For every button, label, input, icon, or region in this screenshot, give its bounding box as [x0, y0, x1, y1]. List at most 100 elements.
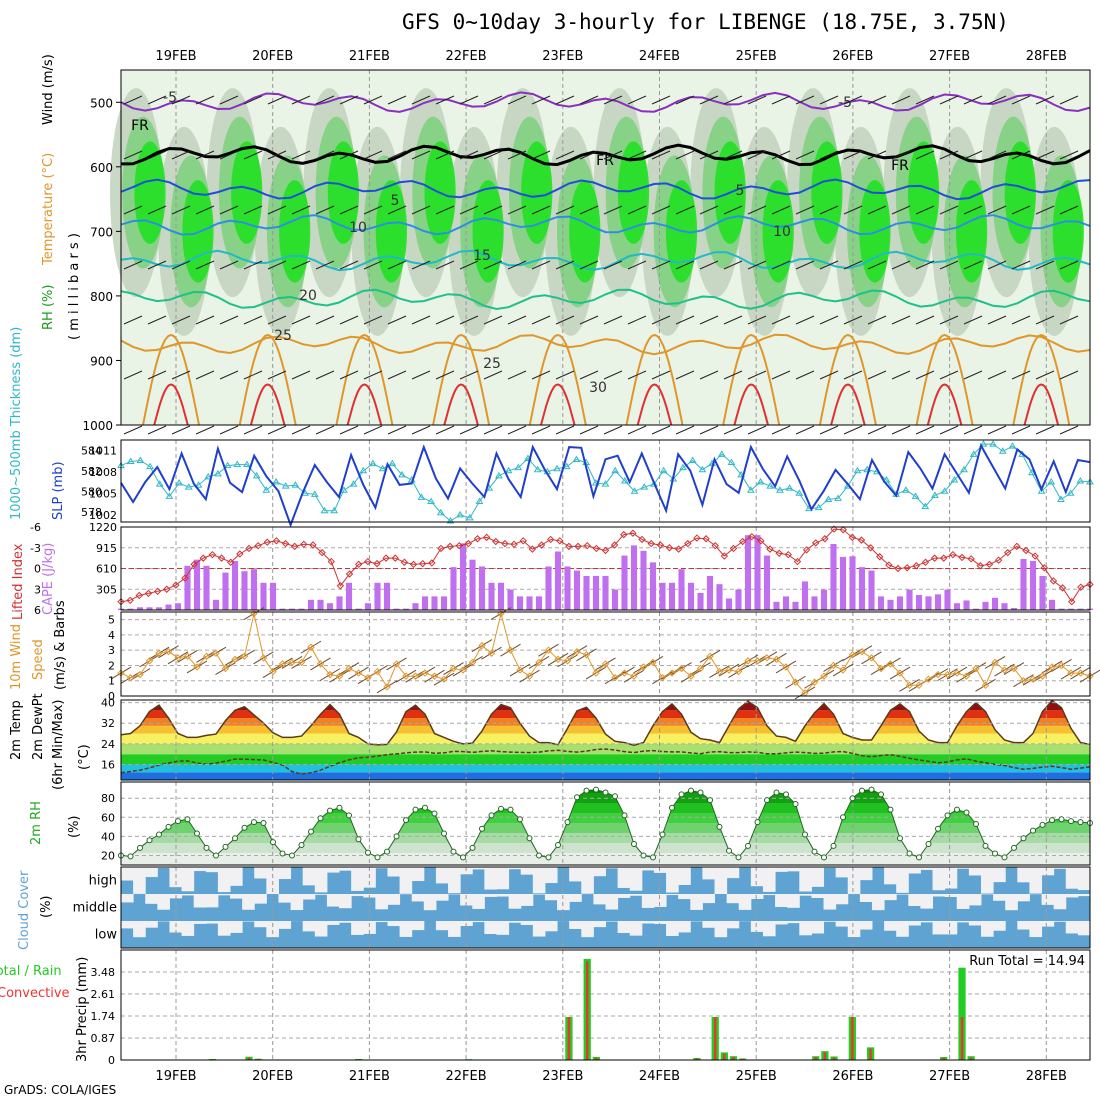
thickness-point	[979, 440, 988, 447]
wind-barb	[651, 95, 671, 105]
wind-barb	[459, 260, 479, 270]
wind-barb	[795, 425, 815, 435]
cape-bar	[972, 608, 980, 610]
thickness-point	[902, 486, 910, 493]
warm-isotherm	[528, 333, 587, 426]
wind-barb	[867, 260, 887, 270]
rh-point	[526, 835, 533, 842]
rh-point	[298, 841, 305, 848]
cloud-gap	[884, 921, 897, 931]
wind-barb	[939, 260, 959, 270]
lifted-index-point	[821, 535, 829, 543]
cloud-gap	[932, 867, 946, 891]
lifted-index-point	[812, 539, 820, 547]
lifted-index-point	[629, 529, 637, 537]
lifted-index-point	[226, 558, 235, 566]
rh-point	[764, 797, 770, 804]
cloud-gap	[787, 894, 800, 908]
rh-point	[260, 820, 267, 827]
cape-bar	[925, 596, 932, 610]
cape-bar	[868, 570, 875, 610]
thickness-point	[940, 487, 949, 494]
wind-barb	[1011, 425, 1031, 435]
rh-point	[1030, 827, 1036, 834]
wind-speed-point	[231, 655, 239, 664]
wind-barb	[987, 95, 1007, 105]
cloud-gap	[387, 867, 401, 877]
lifted-index-point	[1013, 542, 1021, 551]
lifted-index-point	[985, 560, 994, 569]
cloud-gap	[1005, 894, 1018, 911]
rh-tick-label: 20	[101, 849, 115, 862]
rh-point	[460, 854, 466, 861]
wind-barb	[459, 95, 479, 105]
cape-bar	[1039, 575, 1046, 610]
rh-band	[121, 833, 1090, 844]
rh-point	[659, 831, 666, 838]
rh2m-axis-label: 2m RH	[29, 801, 44, 845]
rh-point	[707, 797, 713, 804]
lifted-index-point	[647, 539, 655, 548]
wind-speed-point	[506, 646, 515, 654]
precip-tick-label: 2.61	[91, 988, 116, 1001]
cloud-gap	[435, 894, 449, 901]
lifted-index-point	[446, 542, 454, 551]
credit-label: GrADS: COLA/IGES	[4, 1083, 117, 1097]
lifted-index-point	[967, 555, 975, 563]
wind-barb	[531, 95, 551, 105]
wind-barb	[891, 260, 911, 270]
wind-barb	[747, 370, 767, 380]
thickness-point	[184, 483, 193, 490]
isotherm-label: FR	[131, 118, 149, 134]
rh-point	[745, 842, 751, 849]
cloud-gap	[859, 867, 873, 881]
wind-barb	[939, 150, 959, 160]
rh-point	[1039, 821, 1046, 828]
cloud-gap	[181, 921, 195, 936]
rh-point	[1077, 819, 1084, 826]
cape-bar	[820, 589, 828, 610]
cape-bar	[934, 594, 942, 610]
wind-barb	[771, 205, 791, 215]
wind-barb	[291, 95, 311, 105]
cloud-level-label: low	[95, 928, 118, 943]
thickness-point	[223, 461, 232, 469]
cape-bar	[830, 544, 837, 610]
cloud-gap	[666, 921, 679, 936]
cape-bar	[849, 556, 856, 610]
wind-barb	[339, 315, 359, 325]
cape-bar	[212, 599, 220, 610]
lifted-index-point	[565, 542, 573, 551]
lifted-index-point	[903, 564, 911, 572]
wind-barb	[483, 370, 503, 380]
cloud-gap	[133, 921, 146, 938]
cloud-gap	[205, 894, 219, 908]
wind-barb	[267, 150, 287, 160]
cloud-gap	[944, 867, 958, 889]
wind-barb	[555, 425, 575, 435]
wind-barb	[315, 370, 335, 380]
rh-point	[678, 791, 685, 798]
cloud-gap	[641, 894, 655, 908]
wind-barb	[699, 315, 719, 325]
wind-speed-point	[487, 649, 496, 657]
rh-point	[973, 820, 979, 827]
cloud-gap	[702, 921, 716, 928]
cloud-gap	[254, 867, 267, 879]
wind-speed-point	[639, 663, 648, 671]
cape-tick-label: 610	[96, 563, 117, 576]
cloud-gap	[678, 921, 691, 933]
temp-tick-label: 16	[101, 759, 115, 772]
rh-point	[536, 852, 542, 859]
cloud-gap	[884, 867, 897, 885]
rh-point	[849, 795, 856, 802]
cloud-gap	[121, 894, 134, 903]
date-label-bottom: 22FEB	[446, 1069, 487, 1084]
cape-bar	[773, 601, 780, 610]
wind-barb	[219, 205, 239, 215]
cape-bar	[725, 598, 733, 610]
cloud-gap	[411, 921, 425, 931]
thickness-tick-label: 580	[81, 485, 102, 498]
cloud-gap	[702, 894, 716, 904]
lifted-index-point	[208, 550, 217, 559]
